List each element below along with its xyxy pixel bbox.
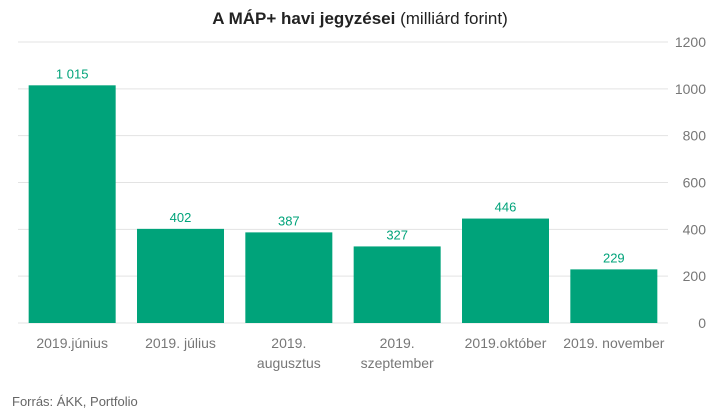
- data-label: 327: [386, 227, 408, 242]
- x-tick-label: 2019.október: [465, 335, 547, 351]
- bar-1: [137, 228, 224, 323]
- y-tick-label: 400: [683, 221, 707, 237]
- y-tick-label: 1000: [675, 81, 706, 97]
- y-tick-label: 200: [683, 268, 707, 284]
- x-tick-label: augusztus: [257, 355, 321, 371]
- data-label: 446: [495, 200, 517, 215]
- bar-5: [570, 269, 658, 323]
- chart-title: A MÁP+ havi jegyzései (milliárd forint): [0, 9, 720, 29]
- bar-4: [462, 218, 549, 323]
- data-label: 402: [170, 210, 192, 225]
- y-tick-label: 0: [698, 315, 706, 331]
- data-label: 1 015: [56, 66, 89, 81]
- source-note: Forrás: ÁKK, Portfolio: [12, 394, 138, 409]
- x-tick-label: 2019.: [271, 335, 306, 351]
- x-tick-label: 2019.: [380, 335, 415, 351]
- bar-3: [353, 246, 441, 323]
- x-tick-label: 2019.június: [36, 335, 108, 351]
- y-tick-label: 800: [683, 128, 707, 144]
- y-tick-label: 1200: [675, 34, 706, 50]
- bar-2: [245, 232, 333, 323]
- chart-title-bold: A MÁP+ havi jegyzései: [212, 9, 396, 28]
- data-label: 229: [603, 250, 625, 265]
- y-tick-label: 600: [683, 175, 707, 191]
- bar-0: [28, 85, 116, 323]
- chart-title-unit: (milliárd forint): [400, 9, 508, 28]
- x-tick-label: 2019. július: [145, 335, 216, 351]
- x-tick-label: 2019. november: [563, 335, 665, 351]
- x-tick-label: szeptember: [361, 355, 434, 371]
- data-label: 387: [278, 213, 300, 228]
